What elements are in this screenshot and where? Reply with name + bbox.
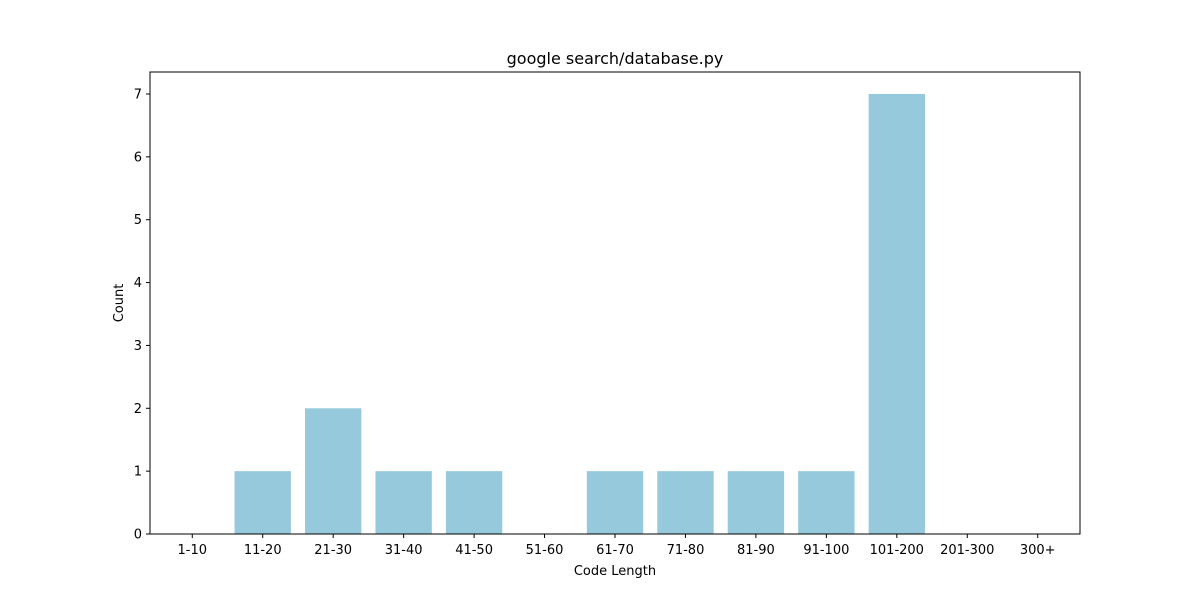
bar-101-200 — [868, 94, 925, 534]
bar-81-90 — [727, 471, 785, 534]
y-axis-title: Count — [112, 284, 127, 323]
x-tick-label: 71-80 — [667, 543, 705, 558]
plot-frame — [149, 71, 1081, 535]
x-tick-label: 21-30 — [314, 543, 352, 558]
y-tick-label: 1 — [134, 465, 142, 480]
y-axis: 0 1 2 3 4 5 6 7 — [134, 88, 150, 543]
bar-41-50 — [445, 471, 503, 534]
bar-61-70 — [586, 471, 644, 534]
x-tick-label: 51-60 — [526, 543, 564, 558]
x-tick-label: 201-300 — [940, 543, 994, 558]
x-axis-title: Code Length — [574, 564, 656, 579]
x-tick-label: 11-20 — [244, 543, 282, 558]
y-tick-label: 0 — [134, 528, 142, 543]
y-tick-label: 5 — [134, 213, 142, 228]
x-tick-label: 61-70 — [596, 543, 634, 558]
bar-11-20 — [234, 471, 291, 534]
y-tick-label: 3 — [134, 339, 142, 354]
x-axis: 1-10 11-20 21-30 31-40 41-50 51-60 61-70 71-80 8… — [178, 534, 1056, 558]
bars-group — [234, 94, 925, 534]
chart-title: google search/database.py — [507, 49, 724, 68]
x-tick-label: 81-90 — [737, 543, 775, 558]
bar-21-30 — [305, 408, 362, 534]
y-tick-label: 6 — [134, 150, 142, 165]
x-tick-label: 300+ — [1020, 543, 1056, 558]
y-tick-label: 7 — [134, 88, 142, 103]
bar-91-100 — [798, 471, 855, 534]
x-tick-label: 101-200 — [870, 543, 924, 558]
x-tick-label: 31-40 — [385, 543, 423, 558]
x-tick-label: 41-50 — [455, 543, 493, 558]
y-tick-label: 2 — [134, 402, 142, 417]
x-tick-label: 91-100 — [803, 543, 849, 558]
y-tick-label: 4 — [134, 276, 142, 291]
x-tick-label: 1-10 — [178, 543, 208, 558]
bar-71-80 — [657, 471, 714, 534]
bar-31-40 — [375, 471, 432, 534]
